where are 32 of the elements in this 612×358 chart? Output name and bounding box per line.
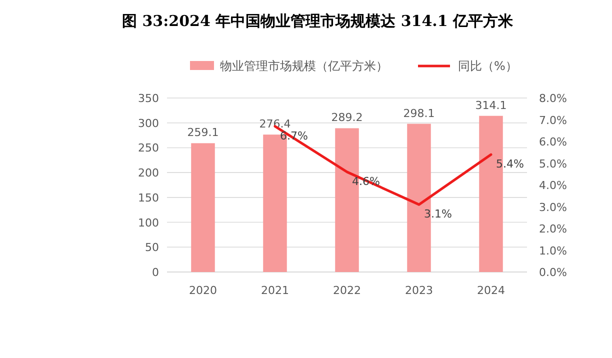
y2-tick-label: 4.0% — [539, 179, 567, 192]
y-tick-label: 350 — [138, 92, 159, 105]
x-tick-label: 2022 — [333, 284, 361, 297]
data-label: 3.1% — [424, 208, 452, 221]
y2-tick-label: 7.0% — [539, 114, 567, 127]
chart-title: 图 33:2024 年中国物业管理市场规模达 314.1 亿平方米 — [122, 12, 514, 30]
y2-tick-label: 2.0% — [539, 222, 567, 236]
data-label: 5.4% — [496, 158, 524, 171]
x-tick-label: 2024 — [477, 284, 505, 297]
y2-tick-label: 0.0% — [539, 266, 567, 279]
y2-tick-label: 6.0% — [539, 136, 567, 148]
y2-tick-label: 3.0% — [539, 200, 567, 214]
y-tick-label: 100 — [138, 216, 159, 230]
x-tick-label: 2021 — [261, 284, 289, 297]
y2-tick-label: 5.0% — [539, 157, 567, 170]
data-label: 259.1 — [187, 126, 219, 140]
x-tick-label: 2023 — [405, 284, 433, 297]
y-tick-label: 50 — [145, 241, 159, 254]
y-tick-label: 150 — [138, 191, 159, 204]
legend-label: 物业管理市场规模（亿平方米） — [220, 59, 388, 73]
legend-label: 同比（%） — [458, 59, 518, 73]
y-tick-label: 300 — [138, 116, 159, 130]
y-tick-label: 0 — [152, 266, 159, 279]
x-tick-label: 2020 — [189, 284, 217, 297]
data-label: 298.1 — [403, 106, 435, 120]
y2-tick-label: 1.0% — [539, 244, 567, 258]
bar — [191, 143, 215, 272]
data-label: 289.2 — [331, 111, 363, 124]
y2-tick-label: 8.0% — [539, 92, 567, 105]
y-tick-label: 250 — [138, 142, 159, 155]
data-label: 314.1 — [475, 98, 507, 112]
y-tick-label: 200 — [138, 166, 159, 180]
